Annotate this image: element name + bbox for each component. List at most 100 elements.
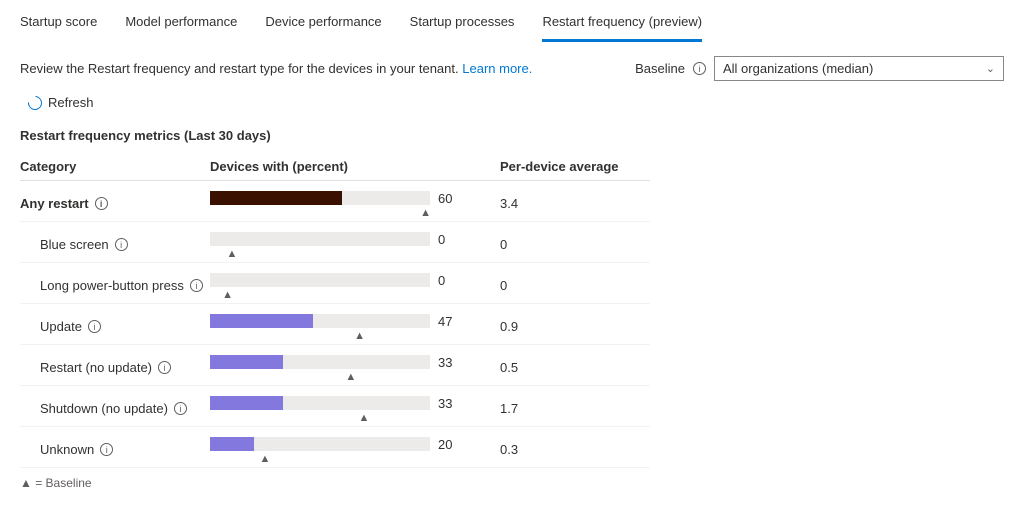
category-cell: Unknown i: [20, 442, 210, 457]
category-cell: Shutdown (no update) i: [20, 401, 210, 416]
baseline-dropdown[interactable]: All organizations (median) ⌄: [714, 56, 1004, 81]
description-text: Review the Restart frequency and restart…: [20, 61, 459, 76]
category-text: Update: [40, 319, 82, 334]
category-text: Blue screen: [40, 237, 109, 252]
table-row: Long power-button pressi0▲0: [20, 263, 650, 304]
baseline-marker-icon: ▲: [420, 207, 431, 219]
tab-model-performance[interactable]: Model performance: [125, 8, 237, 42]
category-label: Long power-button press i: [20, 278, 210, 293]
bar-cell: 60▲: [210, 191, 500, 215]
tab-strip: Startup score Model performance Device per…: [20, 8, 1004, 42]
bar-value: 47: [438, 314, 452, 329]
tab-restart-frequency-preview-[interactable]: Restart frequency (preview): [542, 8, 702, 42]
table-header: Category Devices with (percent) Per-devi…: [20, 153, 650, 181]
baseline-selector: Baseline i All organizations (median) ⌄: [635, 56, 1004, 81]
category-cell: Blue screen i: [20, 237, 210, 252]
info-icon[interactable]: i: [174, 402, 187, 415]
description-row: Review the Restart frequency and restart…: [20, 56, 1004, 81]
category-cell: Long power-button press i: [20, 278, 210, 293]
baseline-marker-icon: ▲: [345, 371, 356, 383]
bar-cell: 33▲: [210, 355, 500, 379]
learn-more-link[interactable]: Learn more.: [462, 61, 532, 76]
info-icon[interactable]: i: [100, 443, 113, 456]
table-row: Updatei47▲0.9: [20, 304, 650, 345]
info-icon[interactable]: i: [115, 238, 128, 251]
category-text: Unknown: [40, 442, 94, 457]
info-icon[interactable]: i: [158, 361, 171, 374]
average-cell: 0.9: [500, 319, 650, 334]
baseline-label: Baseline: [635, 61, 685, 76]
bar-wrap: 60▲: [210, 191, 430, 215]
metrics-table: Category Devices with (percent) Per-devi…: [20, 153, 650, 468]
table-row: Any restarti60▲3.4: [20, 181, 650, 222]
bar-wrap: 0▲: [210, 273, 430, 297]
bar-track: [210, 232, 430, 246]
header-devices: Devices with (percent): [210, 159, 500, 174]
info-icon[interactable]: i: [88, 320, 101, 333]
average-cell: 0: [500, 237, 650, 252]
bar-value: 33: [438, 355, 452, 370]
bar-value: 0: [438, 273, 445, 288]
bar-fill: [210, 355, 283, 369]
category-cell: Updatei: [20, 319, 210, 334]
refresh-icon: [25, 93, 45, 113]
category-label: Blue screen i: [20, 237, 210, 252]
tab-device-performance[interactable]: Device performance: [265, 8, 381, 42]
category-text: Restart (no update): [40, 360, 152, 375]
category-label: Shutdown (no update) i: [20, 401, 210, 416]
bar-track: [210, 355, 430, 369]
average-cell: 0.5: [500, 360, 650, 375]
section-title: Restart frequency metrics (Last 30 days): [20, 128, 1004, 143]
bar-value: 60: [438, 191, 452, 206]
bar-wrap: 47▲: [210, 314, 430, 338]
baseline-marker-icon: ▲: [227, 248, 238, 260]
bar-fill: [210, 437, 254, 451]
bar-wrap: 33▲: [210, 355, 430, 379]
category-cell: Any restart i: [20, 196, 210, 211]
description: Review the Restart frequency and restart…: [20, 61, 532, 76]
bar-value: 33: [438, 396, 452, 411]
bar-fill: [210, 314, 313, 328]
refresh-button[interactable]: Refresh: [28, 95, 1004, 110]
category-label: Restart (no update) i: [20, 360, 210, 375]
refresh-label: Refresh: [48, 95, 94, 110]
bar-cell: 47▲: [210, 314, 500, 338]
baseline-marker-icon: ▲: [222, 289, 233, 301]
tab-startup-processes[interactable]: Startup processes: [410, 8, 515, 42]
category-text: Long power-button press: [40, 278, 184, 293]
baseline-marker-icon: ▲: [354, 330, 365, 342]
average-cell: 0.3: [500, 442, 650, 457]
bar-value: 20: [438, 437, 452, 452]
category-label: Unknown i: [20, 442, 210, 457]
bar-wrap: 33▲: [210, 396, 430, 420]
category-text: Any restart: [20, 196, 89, 211]
bar-value: 0: [438, 232, 445, 247]
header-average: Per-device average: [500, 159, 650, 174]
chevron-down-icon: ⌄: [986, 62, 995, 75]
category-cell: Restart (no update) i: [20, 360, 210, 375]
bar-wrap: 20▲: [210, 437, 430, 461]
baseline-marker-icon: ▲: [359, 412, 370, 424]
tab-startup-score[interactable]: Startup score: [20, 8, 97, 42]
table-row: Blue screeni0▲0: [20, 222, 650, 263]
category-label: Updatei: [20, 319, 210, 334]
info-icon[interactable]: i: [190, 279, 203, 292]
baseline-marker-icon: ▲: [260, 453, 271, 465]
bar-track: [210, 273, 430, 287]
average-cell: 0: [500, 278, 650, 293]
header-category: Category: [20, 159, 210, 174]
table-row: Unknowni20▲0.3: [20, 427, 650, 468]
bar-cell: 0▲: [210, 232, 500, 256]
bar-cell: 20▲: [210, 437, 500, 461]
bar-track: [210, 437, 430, 451]
info-icon[interactable]: i: [95, 197, 108, 210]
average-cell: 3.4: [500, 196, 650, 211]
category-text: Shutdown (no update): [40, 401, 168, 416]
bar-track: [210, 191, 430, 205]
category-label: Any restart i: [20, 196, 210, 211]
bar-cell: 33▲: [210, 396, 500, 420]
baseline-selected: All organizations (median): [723, 61, 873, 76]
info-icon[interactable]: i: [693, 62, 706, 75]
bar-fill: [210, 191, 342, 205]
bar-track: [210, 396, 430, 410]
